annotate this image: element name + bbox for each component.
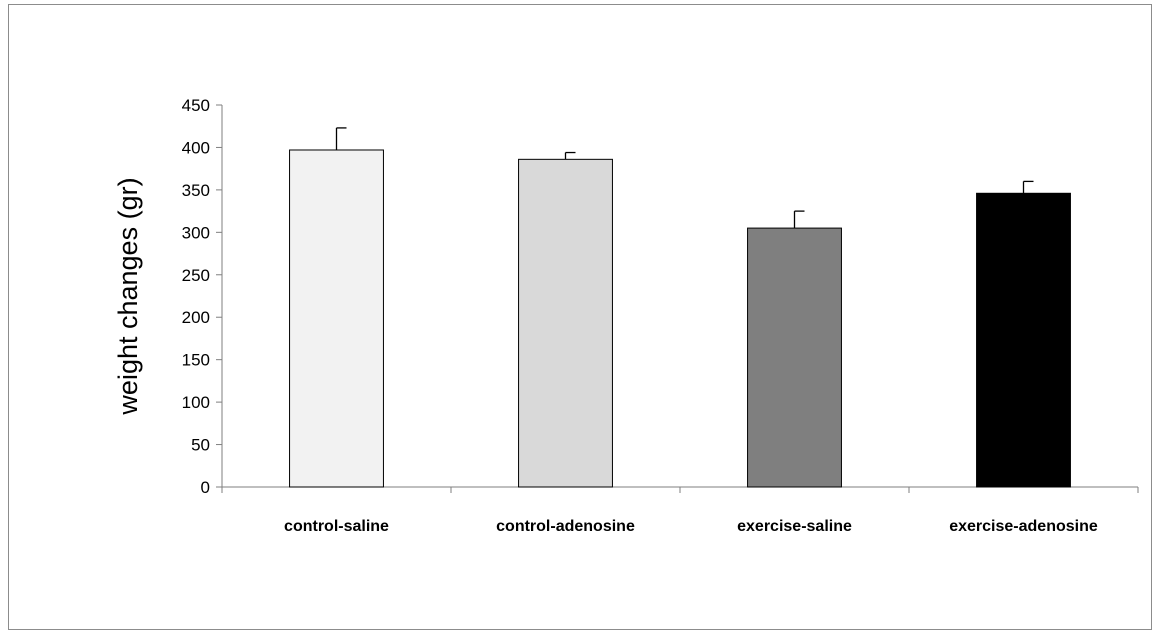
bar-chart: weight changes (gr) 0 50 100 150 200 250 300 35… — [113, 96, 1139, 535]
y-axis-title-group: weight changes (gr) — [113, 177, 143, 415]
y-tick-label: 100 — [182, 393, 210, 412]
bar — [289, 149, 384, 488]
y-axis-title: weight changes (gr) — [113, 177, 143, 415]
y-tick-label: 250 — [182, 266, 210, 285]
x-category-label: exercise-saline — [737, 518, 852, 535]
x-category-label: control-saline — [284, 518, 389, 535]
y-tick-label: 450 — [182, 96, 210, 115]
y-tick-label: 300 — [182, 223, 210, 242]
y-tick-label: 350 — [182, 181, 210, 200]
y-tick-label: 400 — [182, 138, 210, 157]
y-tick-label: 0 — [201, 478, 210, 497]
bar — [518, 158, 613, 488]
bar — [747, 227, 842, 488]
y-tick-label: 50 — [191, 436, 210, 455]
bars — [289, 149, 1071, 488]
y-ticks: 0 50 100 150 200 250 300 350 400 450 — [182, 96, 222, 497]
y-tick-label: 150 — [182, 351, 210, 370]
x-category-label: exercise-adenosine — [949, 518, 1098, 535]
error-bars — [335, 127, 1034, 229]
x-labels: control-saline control-adenosine exercise-… — [284, 518, 1098, 535]
x-category-label: control-adenosine — [496, 518, 635, 535]
chart-frame: weight changes (gr) 0 50 100 150 200 250 300 35… — [8, 4, 1152, 630]
y-tick-label: 200 — [182, 308, 210, 327]
bar — [976, 192, 1071, 488]
